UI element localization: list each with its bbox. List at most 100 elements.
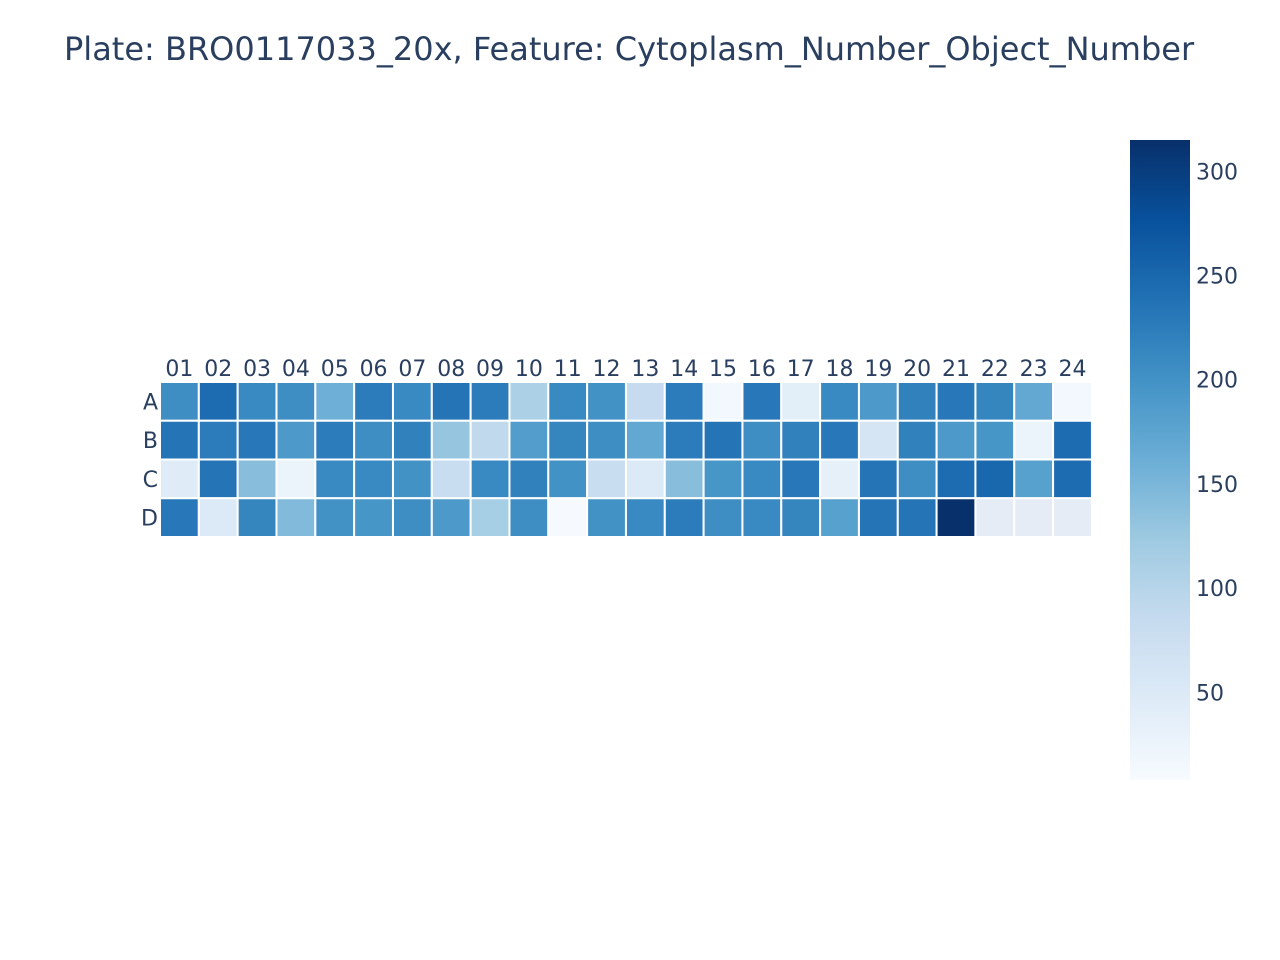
heatmap-cell — [935, 458, 977, 500]
heatmap-cell — [663, 419, 705, 461]
heatmap-cell — [197, 381, 239, 422]
heatmap-cell — [508, 497, 550, 538]
heatmap-cell — [896, 419, 938, 461]
heatmap-cell — [547, 381, 589, 422]
heatmap-cell — [741, 497, 783, 538]
heatmap-cell — [314, 458, 356, 500]
column-tick-label: 06 — [360, 357, 388, 382]
heatmap-cell — [857, 419, 899, 461]
heatmap-cell — [857, 497, 899, 538]
heatmap-cell — [586, 497, 627, 538]
heatmap-cell — [819, 419, 860, 461]
heatmap-cell — [974, 419, 1016, 461]
heatmap-cell — [391, 381, 433, 422]
colorbar-tick-label: 150 — [1196, 473, 1238, 498]
heatmap-cell — [275, 381, 317, 422]
heatmap-cell — [159, 497, 200, 538]
heatmap-cell — [663, 497, 705, 538]
column-tick-label: 10 — [515, 357, 543, 382]
row-tick-label: B — [143, 429, 158, 454]
heatmap-cell — [314, 381, 356, 422]
heatmap-cell — [236, 419, 278, 461]
heatmap-cell — [935, 419, 977, 461]
heatmap-cell — [624, 497, 666, 538]
heatmap-cells — [159, 381, 1093, 538]
column-tick-label: 16 — [748, 357, 776, 382]
colorbar: 50 100 150 200 250 300 — [1130, 140, 1238, 780]
heatmap-cell — [547, 419, 589, 461]
heatmap-cell — [935, 381, 977, 422]
heatmap-cell — [236, 458, 278, 500]
column-tick-label: 02 — [204, 357, 232, 382]
heatmap-cell — [1052, 419, 1093, 461]
heatmap-cell — [275, 419, 317, 461]
heatmap-cell — [819, 381, 860, 422]
colorbar-tick-label: 100 — [1196, 577, 1238, 602]
heatmap-cell — [314, 497, 356, 538]
heatmap-cell — [391, 419, 433, 461]
heatmap-cell — [935, 497, 977, 538]
heatmap-cell — [857, 458, 899, 500]
heatmap-cell — [353, 497, 394, 538]
column-tick-label: 22 — [981, 357, 1009, 382]
heatmap-cell — [780, 419, 822, 461]
column-tick-label: 21 — [942, 357, 970, 382]
heatmap-cell — [353, 381, 394, 422]
heatmap-cell — [275, 458, 317, 500]
heatmap-cell — [1013, 497, 1055, 538]
column-tick-label: 24 — [1059, 357, 1087, 382]
heatmap-cell — [586, 381, 627, 422]
column-tick-label: 08 — [437, 357, 465, 382]
heatmap-cell — [430, 419, 472, 461]
heatmap-cell — [624, 458, 666, 500]
heatmap-cell — [974, 381, 1016, 422]
heatmap-cell — [159, 381, 200, 422]
heatmap-cell — [159, 419, 200, 461]
column-tick-label: 01 — [165, 357, 193, 382]
column-tick-label: 07 — [398, 357, 426, 382]
heatmap-cell — [236, 497, 278, 538]
heatmap-cell — [508, 381, 550, 422]
heatmap-cell — [896, 458, 938, 500]
heatmap-cell — [586, 458, 627, 500]
heatmap-cell — [275, 497, 317, 538]
heatmap-cell — [857, 381, 899, 422]
column-tick-label: 20 — [903, 357, 931, 382]
heatmap-cell — [702, 458, 744, 500]
column-tick-label: 11 — [554, 357, 582, 382]
heatmap-cell — [353, 458, 394, 500]
heatmap-cell — [508, 419, 550, 461]
colorbar-gradient — [1130, 140, 1190, 780]
heatmap-cell — [508, 458, 550, 500]
heatmap-cell — [236, 381, 278, 422]
column-tick-label: 19 — [864, 357, 892, 382]
chart-title: Plate: BRO0117033_20x, Feature: Cytoplas… — [64, 30, 1195, 68]
heatmap-cell — [547, 497, 589, 538]
heatmap-cell — [663, 381, 705, 422]
column-tick-label: 17 — [787, 357, 815, 382]
heatmap-cell — [896, 381, 938, 422]
column-tick-label: 13 — [631, 357, 659, 382]
heatmap-cell — [741, 381, 783, 422]
heatmap-cell — [702, 381, 744, 422]
row-tick-label: D — [141, 507, 158, 532]
heatmap-cell — [197, 419, 239, 461]
heatmap-cell — [1013, 419, 1055, 461]
heatmap-cell — [974, 458, 1016, 500]
column-tick-label: 09 — [476, 357, 504, 382]
heatmap-cell — [353, 419, 394, 461]
heatmap-cell — [469, 419, 511, 461]
heatmap-cell — [469, 458, 511, 500]
column-tick-label: 03 — [243, 357, 271, 382]
column-tick-label: 05 — [321, 357, 349, 382]
heatmap-cell — [430, 497, 472, 538]
heatmap-cell — [1052, 458, 1093, 500]
row-tick-label: A — [143, 390, 158, 415]
heatmap-cell — [430, 458, 472, 500]
heatmap-cell — [1052, 381, 1093, 422]
heatmap-cell — [430, 381, 472, 422]
column-tick-label: 04 — [282, 357, 310, 382]
heatmap-cell — [159, 458, 200, 500]
